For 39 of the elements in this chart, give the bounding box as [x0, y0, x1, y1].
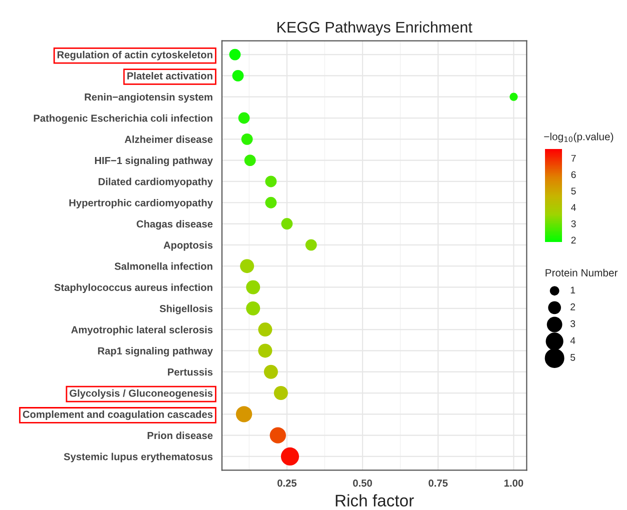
y-tick-label: Staphylococcus aureus infection [54, 284, 212, 294]
y-tick-label: Platelet activation [127, 72, 212, 80]
x-tick-label: 0.25 [277, 480, 297, 487]
y-tick-label: Hypertrophic cardiomyopathy [69, 198, 213, 208]
y-tick-label: Rap1 signaling pathway [98, 347, 213, 357]
color-bar-label: 6 [571, 171, 576, 178]
legend-label: 5 [570, 354, 576, 361]
color-bar-label: 4 [571, 204, 576, 211]
chart-title: KEGG Pathways Enrichment [278, 21, 472, 36]
y-tick-label: Salmonella infection [114, 262, 212, 270]
legend-label: 1 [570, 286, 576, 294]
y-tick-label: Chagas disease [136, 220, 213, 230]
legend-label: 4 [570, 337, 576, 344]
y-tick-label: Complement and coagulation cascades [22, 410, 213, 420]
y-tick-label: Amyotrophic lateral sclerosis [71, 326, 213, 336]
legend-label: 3 [570, 320, 576, 328]
color-bar-label: 7 [571, 154, 576, 162]
y-tick-label: HIF−1 signaling pathway [95, 156, 213, 166]
y-tick-label: Pertussis [168, 368, 213, 376]
x-tick-label: 0.50 [353, 480, 372, 487]
color-bar-label: 3 [571, 220, 576, 228]
color-bar-label: 5 [571, 188, 576, 194]
x-tick-label: 0.75 [428, 480, 448, 487]
x-tick-label: 1.00 [504, 480, 524, 487]
y-tick-label: Alzheimer disease [124, 135, 213, 143]
color-bar-title: −log$_{10}$(p.value) [544, 132, 614, 142]
y-tick-label: Dilated cardiomyopathy [98, 178, 213, 188]
y-tick-label: Apoptosis [164, 241, 213, 251]
y-tick-label: Systemic lupus erythematosus [64, 452, 213, 462]
x-axis-title: Rich factor [336, 494, 414, 506]
legend-title: Protein Number [546, 268, 618, 276]
y-tick-label: Prion disease [148, 432, 213, 440]
y-tick-label: Glycolysis / Gluconeogenesis [70, 389, 213, 399]
y-tick-label: Regulation of actin cytoskeleton [58, 50, 212, 60]
legend-label: 2 [570, 303, 576, 310]
color-bar-label: 2 [571, 236, 576, 244]
y-tick-label: Shigellosis [160, 304, 213, 314]
y-tick-label: Renin−angiotensin system [84, 93, 212, 103]
y-tick-label: Pathogenic Escherichia coli infection [34, 114, 212, 124]
